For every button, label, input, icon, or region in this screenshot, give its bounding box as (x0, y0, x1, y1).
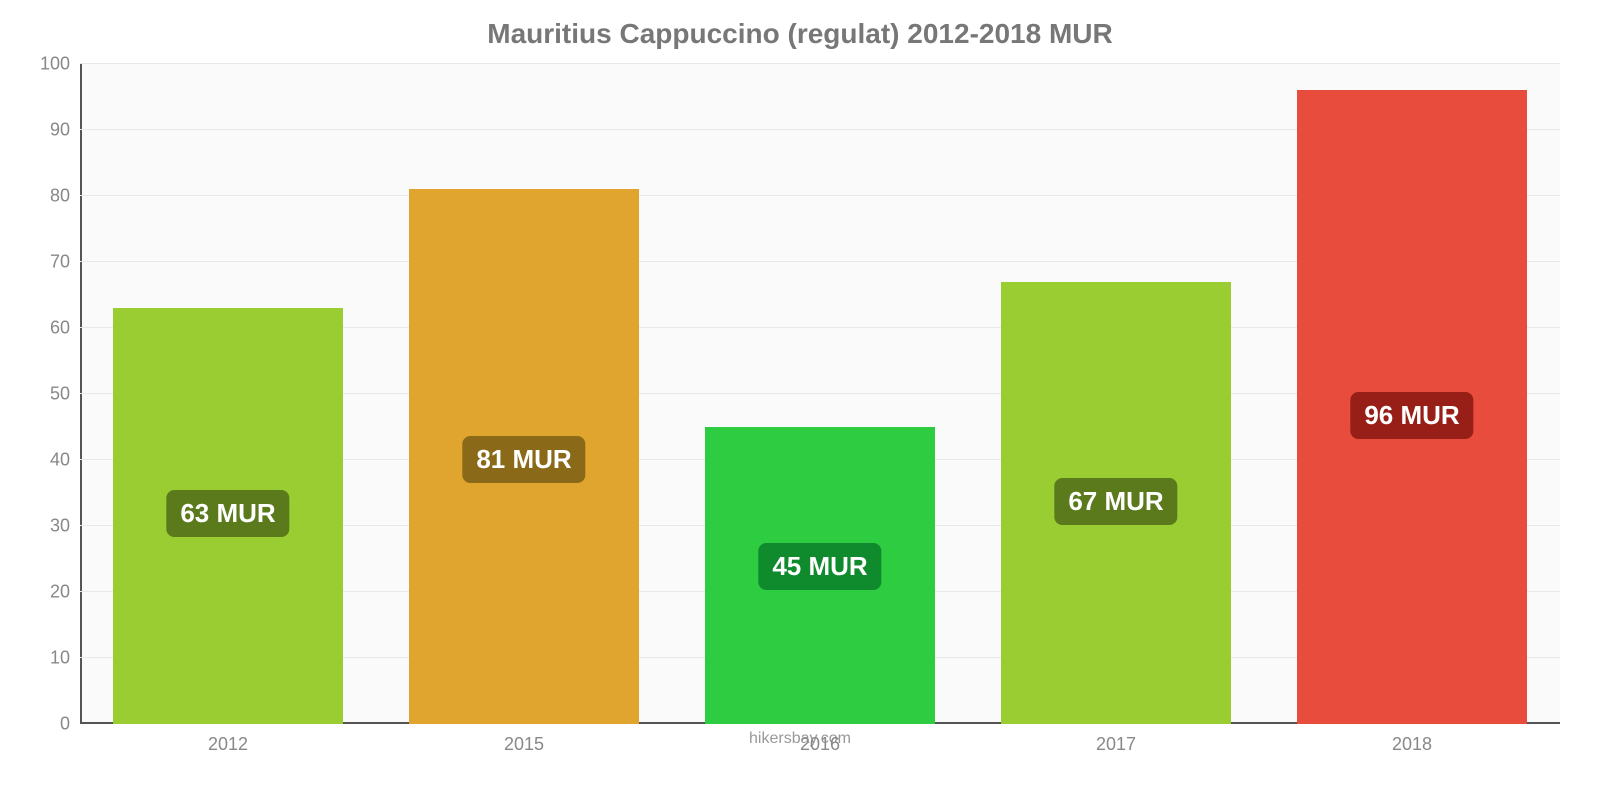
y-tick-label: 60 (50, 318, 80, 339)
y-tick-label: 40 (50, 450, 80, 471)
chart-container: Mauritius Cappuccino (regulat) 2012-2018… (0, 0, 1600, 800)
y-tick-label: 10 (50, 648, 80, 669)
x-tick-label: 2016 (672, 724, 968, 755)
bar-slot: 96 MUR (1264, 64, 1560, 724)
y-tick-label: 30 (50, 516, 80, 537)
y-tick-label: 100 (40, 54, 80, 75)
bar: 63 MUR (113, 308, 344, 724)
bar-value-label: 63 MUR (166, 490, 289, 537)
bar-slot: 45 MUR (672, 64, 968, 724)
x-tick-label: 2012 (80, 724, 376, 755)
x-axis: 20122015201620172018 (80, 724, 1560, 755)
bar-value-label: 96 MUR (1350, 392, 1473, 439)
y-tick-label: 90 (50, 120, 80, 141)
bar: 96 MUR (1297, 90, 1528, 724)
plot-area: 0102030405060708090100 63 MUR81 MUR45 MU… (80, 64, 1560, 724)
bar-value-label: 45 MUR (758, 543, 881, 590)
x-tick-label: 2015 (376, 724, 672, 755)
chart-title: Mauritius Cappuccino (regulat) 2012-2018… (40, 10, 1560, 54)
y-tick-label: 0 (60, 714, 80, 735)
bar-value-label: 67 MUR (1054, 478, 1177, 525)
bar-slot: 67 MUR (968, 64, 1264, 724)
bar-value-label: 81 MUR (462, 436, 585, 483)
x-tick-label: 2017 (968, 724, 1264, 755)
bar: 45 MUR (705, 427, 936, 724)
y-tick-label: 80 (50, 186, 80, 207)
bar: 67 MUR (1001, 282, 1232, 724)
bar-slot: 63 MUR (80, 64, 376, 724)
y-tick-label: 50 (50, 384, 80, 405)
bar-slot: 81 MUR (376, 64, 672, 724)
bar: 81 MUR (409, 189, 640, 724)
x-tick-label: 2018 (1264, 724, 1560, 755)
y-tick-label: 20 (50, 582, 80, 603)
y-tick-label: 70 (50, 252, 80, 273)
bars-container: 63 MUR 81 MUR 45 MUR 67 MUR 96 MUR (80, 64, 1560, 724)
